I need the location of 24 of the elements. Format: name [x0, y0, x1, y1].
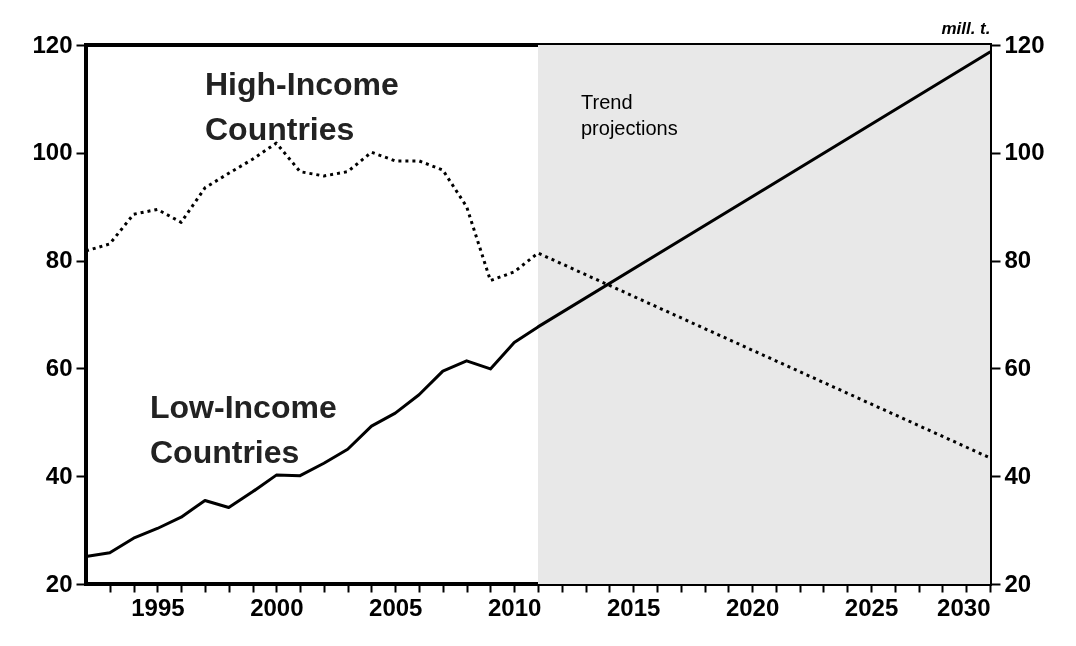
- y-tick-label: 80: [45, 246, 73, 274]
- band-label: Trend projections: [581, 91, 678, 139]
- y2-tick-label: 100: [1004, 138, 1045, 166]
- series-label: High-Income Countries: [205, 66, 399, 147]
- x-tick-label: 1995: [131, 593, 185, 621]
- y-tick-label: 40: [45, 461, 73, 489]
- x-tick-label: 2005: [369, 593, 423, 621]
- y2-tick-label: 20: [1004, 569, 1032, 597]
- y2-tick-label: 120: [1004, 30, 1045, 58]
- y-tick-label: 120: [32, 30, 73, 58]
- y2-tick-label: 60: [1004, 353, 1032, 381]
- y-tick-label: 60: [45, 353, 73, 381]
- x-tick-label: 2010: [488, 593, 542, 621]
- x-tick-label: 2020: [725, 593, 780, 621]
- y2-tick-label: 80: [1004, 246, 1032, 274]
- y2-tick-label: 40: [1004, 461, 1032, 489]
- x-tick-label: 2025: [844, 593, 899, 621]
- x-tick-label: 2000: [250, 593, 304, 621]
- series-label: Low-Income Countries: [150, 389, 337, 470]
- y2-axis-title: mill. t.: [941, 18, 991, 38]
- y-tick-label: 100: [32, 138, 73, 166]
- x-tick-label: 2030: [937, 593, 991, 621]
- y-tick-label: 20: [45, 569, 73, 597]
- x-tick-label: 2015: [606, 593, 661, 621]
